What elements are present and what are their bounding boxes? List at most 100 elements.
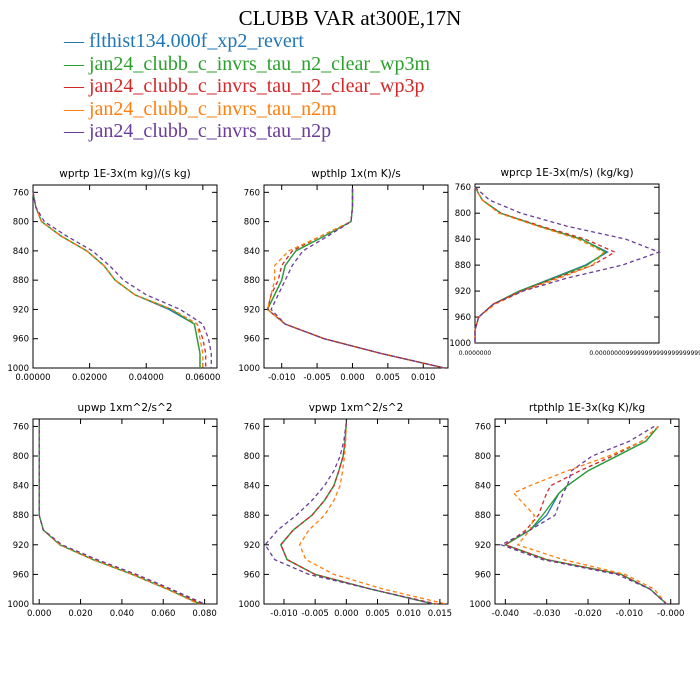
x-tick-label: 0.00000 <box>15 373 50 383</box>
y-tick-label: 920 <box>244 541 260 551</box>
y-tick-label: 840 <box>13 247 29 257</box>
x-tick-label: -0.040 <box>492 609 519 619</box>
series-line <box>280 422 434 605</box>
legend-label: jan24_clubb_c_invrs_tau_n2_clear_wp3p <box>89 75 425 98</box>
series-line <box>503 425 668 605</box>
legend-entry: — jan24_clubb_c_invrs_tau_n2p <box>64 120 430 143</box>
panel-title: wpthlp 1x(m K)/s <box>311 168 401 180</box>
y-tick-label: 880 <box>13 511 29 521</box>
series-line <box>264 422 434 605</box>
y-tick-label: 960 <box>13 335 29 345</box>
x-tick-label: 0.005 <box>376 373 400 383</box>
series-line <box>38 422 203 605</box>
series-line <box>266 188 445 369</box>
x-tick-label: 0.04000 <box>129 373 164 383</box>
y-tick-label: 1000 <box>449 339 471 349</box>
series-line <box>503 425 668 605</box>
panel-title: wprcp 1E-3x(m/s) (kg/kg) <box>500 167 633 179</box>
series-line <box>32 192 212 368</box>
y-tick-label: 880 <box>475 511 491 521</box>
y-tick-label: 920 <box>455 287 471 297</box>
y-tick-label: 760 <box>244 188 260 198</box>
series-line <box>38 422 205 605</box>
y-tick-label: 840 <box>13 482 29 492</box>
series-line <box>474 186 605 343</box>
x-tick-label: -0.010 <box>270 609 297 619</box>
x-tick-label: 0.000 <box>334 609 358 619</box>
legend-marker: — <box>64 120 89 143</box>
y-tick-label: 840 <box>244 247 260 257</box>
x-tick-label: 0.000 <box>27 609 51 619</box>
y-tick-label: 1000 <box>469 600 491 610</box>
y-tick-label: 800 <box>13 452 29 462</box>
series-line <box>38 422 199 605</box>
series-line <box>270 188 445 369</box>
panel-frame <box>263 418 449 605</box>
y-tick-label: 960 <box>13 570 29 580</box>
series-line <box>298 422 447 605</box>
panel-frame <box>494 418 680 605</box>
legend-label: jan24_clubb_c_invrs_tau_n2p <box>89 120 332 143</box>
legend-entry: — jan24_clubb_c_invrs_tau_n2m <box>64 98 430 121</box>
y-tick-label: 920 <box>13 305 29 315</box>
panel-title: wprtp 1E-3x(m kg)/(s kg) <box>59 168 190 180</box>
x-tick-label: -0.020 <box>574 609 601 619</box>
panel-frame <box>263 184 449 369</box>
y-tick-label: 760 <box>475 422 491 432</box>
x-tick-label: 0.010 <box>411 373 435 383</box>
y-tick-label: 1000 <box>7 600 29 610</box>
series-line <box>266 188 445 369</box>
y-tick-label: 800 <box>475 452 491 462</box>
legend-marker: — <box>64 30 89 52</box>
series-line <box>503 425 668 605</box>
x-tick-label: 0.010 <box>397 609 421 619</box>
x-tick-label: 0.000 <box>340 373 364 383</box>
x-tick-label: 0.005 <box>365 609 389 619</box>
x-tick-label: 0.0000000 <box>459 350 492 357</box>
legend: — flthist134.000f_xp2_revert — jan24_clu… <box>64 30 430 143</box>
legend-label: flthist134.000f_xp2_revert <box>89 30 304 52</box>
y-tick-label: 1000 <box>238 364 260 374</box>
legend-entry: — jan24_clubb_c_invrs_tau_n2_clear_wp3p <box>64 75 430 98</box>
y-tick-label: 920 <box>244 305 260 315</box>
series-line <box>32 192 201 368</box>
panel-title: upwp 1xm^2/s^2 <box>78 402 173 414</box>
panel-frame <box>474 183 660 344</box>
y-tick-label: 880 <box>13 276 29 286</box>
x-tick-label: 0.060 <box>151 609 175 619</box>
legend-marker: — <box>64 75 89 98</box>
y-tick-label: 1000 <box>7 364 29 374</box>
legend-label: jan24_clubb_c_invrs_tau_n2_clear_wp3m <box>89 52 431 75</box>
y-tick-label: 760 <box>244 422 260 432</box>
panel-title: rtpthlp 1E-3x(kg K)/kg <box>529 402 645 414</box>
y-tick-label: 760 <box>455 183 471 193</box>
legend-entry: — jan24_clubb_c_invrs_tau_n2_clear_wp3m <box>64 53 430 76</box>
legend-marker: — <box>64 52 89 75</box>
panel-frame <box>32 418 218 605</box>
series-line <box>32 192 207 368</box>
y-tick-label: 760 <box>13 188 29 198</box>
series-line <box>32 192 201 368</box>
legend-label: jan24_clubb_c_invrs_tau_n2m <box>89 97 337 120</box>
series-line <box>280 422 434 605</box>
x-tick-label: -0.005 <box>303 373 330 383</box>
x-tick-label: 0.015 <box>428 609 452 619</box>
y-tick-label: 960 <box>244 570 260 580</box>
x-tick-label: 0.00000000999999999999999999999999999 <box>589 350 700 357</box>
series-line <box>32 192 204 368</box>
y-tick-label: 920 <box>475 541 491 551</box>
series-line <box>38 422 201 605</box>
x-tick-label: -0.000 <box>657 609 684 619</box>
y-tick-label: 880 <box>455 261 471 271</box>
series-line <box>38 422 201 605</box>
series-line <box>512 425 668 605</box>
panel-frame <box>32 184 218 369</box>
figure-title: CLUBB VAR at300E,17N <box>238 6 462 30</box>
y-tick-label: 880 <box>244 276 260 286</box>
y-tick-label: 800 <box>244 452 260 462</box>
y-tick-label: 1000 <box>238 600 260 610</box>
x-tick-label: -0.030 <box>533 609 560 619</box>
legend-entry: — flthist134.000f_xp2_revert <box>64 30 430 53</box>
x-tick-label: -0.005 <box>301 609 328 619</box>
y-tick-label: 880 <box>244 511 260 521</box>
